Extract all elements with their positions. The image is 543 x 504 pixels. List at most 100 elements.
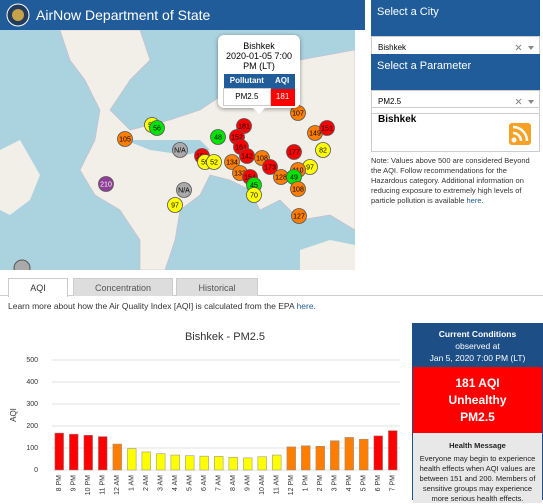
map-land xyxy=(300,240,355,270)
map-marker[interactable]: N/A xyxy=(176,182,192,198)
marker-dot xyxy=(210,129,226,145)
popup-header: AQI xyxy=(270,74,295,89)
map-marker[interactable]: 105 xyxy=(117,131,133,147)
bar xyxy=(156,453,166,471)
map[interactable]: 1055256N/A481811521611421515952134108173… xyxy=(0,0,355,270)
tab[interactable]: AQI xyxy=(8,278,68,297)
marker-label: 105 xyxy=(119,136,131,143)
x-tick-label: 6 PM xyxy=(375,475,382,492)
tab[interactable]: Concentration xyxy=(73,278,173,296)
x-tick-label: 10 PM xyxy=(85,475,92,495)
x-tick-label: 11 AM xyxy=(274,475,281,494)
city-select[interactable]: Select a City Bishkek xyxy=(371,0,540,60)
marker-label: 70 xyxy=(250,192,258,199)
conditions-title: Current Conditions xyxy=(438,329,517,339)
bar xyxy=(214,456,224,471)
marker-label: 97 xyxy=(171,202,179,209)
marker-label: 151 xyxy=(321,125,333,132)
bar xyxy=(69,433,79,471)
marker-dot xyxy=(167,197,183,213)
y-tick-label: 400 xyxy=(26,379,38,386)
y-tick-label: 100 xyxy=(26,445,38,452)
map-marker[interactable]: 134 xyxy=(224,154,240,170)
note-link[interactable]: here xyxy=(466,196,482,205)
y-tick-label: 300 xyxy=(26,401,38,408)
parameter-select[interactable]: Select a Parameter PM2.5 xyxy=(371,54,540,114)
map-marker[interactable]: 142 xyxy=(239,148,255,164)
map-marker[interactable]: 108 xyxy=(290,181,306,197)
x-tick-label: 11 PM xyxy=(100,475,107,495)
map-marker[interactable]: 151 xyxy=(319,120,335,136)
tab[interactable]: Historical xyxy=(176,278,258,296)
conditions-aqi: 181 AQI Unhealthy PM2.5 xyxy=(413,367,542,433)
marker-dot xyxy=(206,154,222,170)
map-marker[interactable]: 173 xyxy=(262,159,278,175)
select-box[interactable]: PM2.5 xyxy=(371,90,540,114)
map-land xyxy=(0,140,40,215)
marker-dot xyxy=(262,159,278,175)
marker-label: 152 xyxy=(231,134,243,141)
marker-dot xyxy=(98,176,114,192)
x-tick-label: 7 PM xyxy=(390,475,397,492)
bar xyxy=(141,451,151,471)
x-tick-label: 4 PM xyxy=(346,475,353,492)
popup-header: Pollutant xyxy=(223,74,271,89)
bar xyxy=(315,445,325,471)
note-end: . xyxy=(481,196,484,205)
marker-dot xyxy=(319,120,335,136)
conditions-time: Jan 5, 2020 7:00 PM (LT) xyxy=(429,353,526,363)
x-tick-label: 9 AM xyxy=(245,475,252,491)
x-tick-label: 2 AM xyxy=(143,475,150,491)
bar xyxy=(272,454,282,471)
map-marker[interactable]: 97 xyxy=(167,197,183,213)
marker-dot xyxy=(315,142,331,158)
marker-dot xyxy=(286,144,302,160)
rss-icon[interactable] xyxy=(509,123,531,145)
marker-label: 177 xyxy=(288,149,300,156)
marker-label: 154 xyxy=(244,174,256,181)
marker-dot xyxy=(149,120,165,136)
info-link[interactable]: here xyxy=(296,301,314,311)
map-marker[interactable]: 48 xyxy=(210,129,226,145)
bar xyxy=(286,446,296,471)
map-marker[interactable]: 210 xyxy=(98,176,114,192)
marker-label: N/A xyxy=(178,187,190,194)
marker-label: 173 xyxy=(264,164,276,171)
marker-label: 181 xyxy=(238,123,250,130)
aqi-value: 181 AQI xyxy=(455,376,500,390)
x-tick-label: 5 PM xyxy=(361,475,368,492)
popup-city: Bishkek xyxy=(243,41,275,51)
health-title: Health Message xyxy=(449,441,506,450)
marker-label: 149 xyxy=(309,130,321,137)
map-marker[interactable]: 177 xyxy=(286,144,302,160)
marker-dot xyxy=(176,182,192,198)
map-marker[interactable]: 82 xyxy=(315,142,331,158)
bar xyxy=(170,454,180,471)
x-tick-label: 3 PM xyxy=(332,475,339,492)
y-axis-label: AQI xyxy=(9,408,18,422)
header: AirNow Department of State xyxy=(0,0,365,30)
header-title: AirNow Department of State xyxy=(36,7,211,23)
marker-label: 52 xyxy=(210,159,218,166)
map-marker[interactable]: 52 xyxy=(206,154,222,170)
marker-dot xyxy=(290,181,306,197)
map-control[interactable] xyxy=(13,259,31,270)
x-tick-label: 12 PM xyxy=(288,475,295,495)
marker-label: N/A xyxy=(174,147,186,154)
tab-line xyxy=(0,295,543,296)
map-marker[interactable]: 127 xyxy=(291,208,307,224)
map-marker[interactable]: N/A xyxy=(172,142,188,158)
marker-label: 133 xyxy=(234,170,246,177)
x-tick-label: 8 PM xyxy=(56,475,63,492)
marker-label: 134 xyxy=(226,159,238,166)
health-text: Everyone may begin to experience health … xyxy=(419,454,536,503)
popup-arrow xyxy=(252,107,266,114)
popup-cell: PM2.5 xyxy=(223,88,271,106)
bar xyxy=(301,445,311,471)
marker-dot xyxy=(224,154,240,170)
aqi-pollutant: PM2.5 xyxy=(460,410,495,424)
map-marker[interactable]: 56 xyxy=(149,120,165,136)
map-marker[interactable]: 107 xyxy=(290,105,306,121)
map-marker[interactable]: 70 xyxy=(246,187,262,203)
